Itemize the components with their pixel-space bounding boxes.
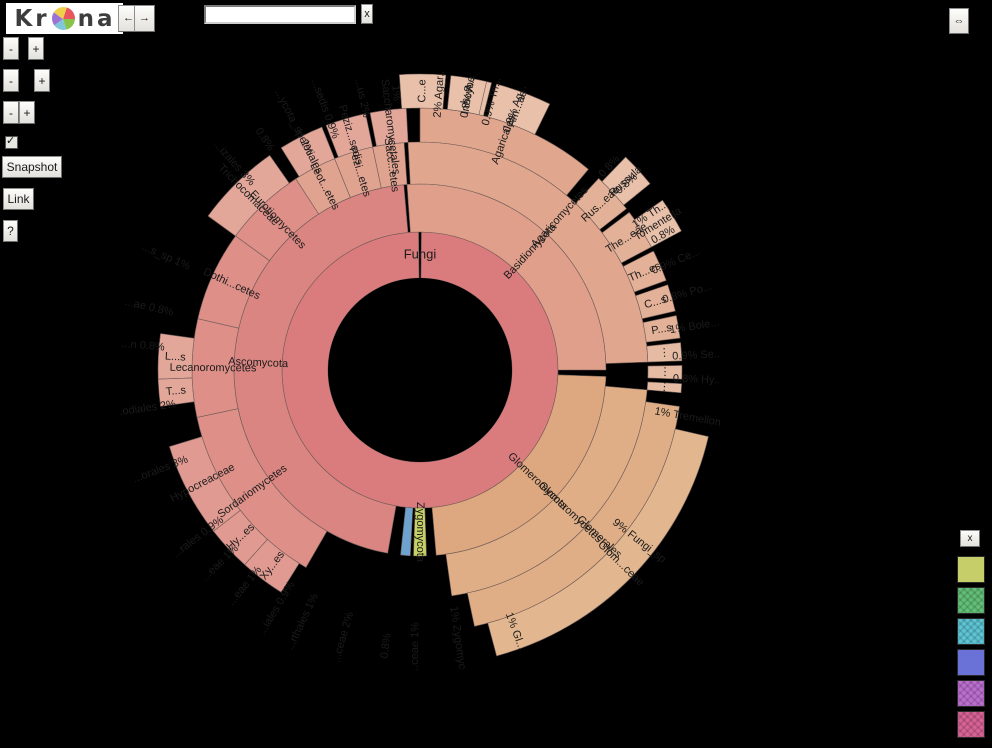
sunburst-label: 0.8% [253,126,277,154]
sunburst-segment[interactable] [169,436,241,532]
sunburst-segment[interactable] [646,342,683,363]
sunburst-segment[interactable] [369,108,409,147]
max-depth-checkbox[interactable] [5,134,18,149]
sunburst-segment[interactable] [601,156,651,206]
sunburst-segment[interactable] [647,365,683,380]
sunburst-segment[interactable] [399,73,447,110]
depth-increase-button[interactable]: + [28,37,44,60]
sunburst-segment[interactable] [413,507,427,557]
sunburst-label: ⋮ [658,346,670,359]
sunburst-label: 0.9% Se... [672,348,720,363]
sunburst-label: Ascomycota [228,356,289,371]
sunburst-label: ⋮ [659,381,671,394]
swatch-blue[interactable] [957,649,985,676]
logo-letter-k: K [14,5,35,32]
sunburst-label: ...rales 0.9% [170,514,226,561]
search-area: x [204,4,373,24]
sunburst-segment[interactable] [157,377,195,407]
sunburst-segment[interactable] [400,506,414,557]
legend-swatch-list [957,556,987,738]
search-input[interactable] [204,4,356,24]
krona-sunburst-chart[interactable]: Fungi Ascomycota Basidiomycota Glomeromycot… [120,70,720,670]
sunburst-label: P...s [650,322,673,337]
swatch-pink[interactable] [957,711,985,738]
sunburst-segment[interactable] [622,250,667,293]
logo-letter-r: r [35,5,49,32]
help-button[interactable]: ? [3,220,18,242]
color-legend: x [957,530,987,742]
sunburst-segment[interactable] [280,126,335,178]
resize-handle-icon[interactable]: ⇔ [949,8,969,34]
sunburst-label: 2% Agar... [432,70,447,118]
swatch-cyan[interactable] [957,618,985,645]
sunburst-label: T...s [165,384,187,398]
search-clear-button[interactable]: x [361,4,373,24]
link-button[interactable]: Link [3,188,34,210]
sunburst-label: 1% [389,85,402,102]
logo-letter-n: n [77,5,96,32]
krona-logo: K r n a [6,3,123,34]
sunburst-segment[interactable] [447,75,487,116]
sunburst-svg[interactable]: FungiAscomycotaBasidiomycotaGlomeromycot… [120,70,720,670]
snapshot-button[interactable]: Snapshot [2,156,62,178]
sunburst-label: ...rthales 1% [284,591,321,652]
sunburst-label: Zygomycota [414,502,426,563]
sunburst-segment[interactable] [244,539,300,593]
chart-center-hole[interactable] [328,278,512,462]
sunburst-label: 0.8% Po... [661,281,713,307]
sunburst-label: 0.8% [379,633,394,660]
sunburst-segment[interactable] [157,333,195,380]
size-increase-button[interactable]: + [19,101,35,124]
sunburst-label: L...s [165,351,187,364]
sunburst-label: ...eae 1% [226,564,265,608]
sunburst-label: 1% Zygomycota [447,605,470,670]
sunburst-segment[interactable] [213,509,268,566]
sunburst-label: ...eae 1% [199,542,241,583]
sunburst-segment[interactable] [207,154,290,237]
sunburst-segment[interactable] [635,284,676,320]
sunburst-label: I...e [459,85,474,105]
sunburst-label: ...odiales 2% [120,398,177,419]
depth-decrease-button[interactable]: - [3,37,19,60]
sunburst-label: 0.8% Hy... [673,373,720,387]
sunburst-label: Lecanoromycetes [170,362,257,375]
sunburst-label: Fungi [404,246,437,261]
swatch-green[interactable] [957,587,985,614]
sunburst-segment[interactable] [634,199,682,248]
sunburst-segment[interactable] [487,428,709,657]
font-increase-button[interactable]: + [34,69,50,92]
size-decrease-button[interactable]: - [3,101,19,124]
logo-letter-a: a [97,5,115,32]
sunburst-segment[interactable] [642,315,681,343]
sunburst-label: ...ceae 1% [409,622,422,670]
sunburst-segment[interactable] [487,83,551,135]
sunburst-label: ...n 0.8% [121,338,166,354]
logo-pie-icon [51,7,75,30]
sunburst-label: ...us 2% [352,77,372,119]
sunburst-label: ...ae 0.8% [124,296,175,319]
swatch-yellow-green[interactable] [957,556,985,583]
sunburst-label: C...e [416,79,428,102]
forward-button[interactable]: → [134,5,155,32]
legend-close-button[interactable]: x [960,530,980,547]
sunburst-label: ⋮ [659,366,670,378]
swatch-purple[interactable] [957,680,985,707]
font-decrease-button[interactable]: - [3,69,19,92]
sunburst-label: ...s_sp 1% [140,241,192,273]
sunburst-label: ...ceae 2% [330,610,356,663]
sunburst-segment[interactable] [646,381,682,394]
sunburst-segment[interactable] [325,113,373,158]
